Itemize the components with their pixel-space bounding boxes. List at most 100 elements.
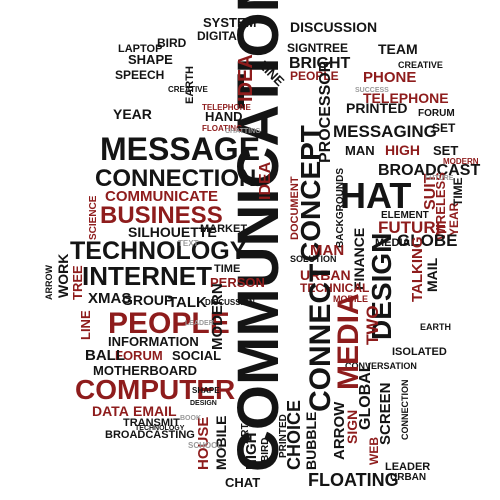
word-set: SET	[432, 121, 456, 135]
word-discussion: DISCUSSION	[290, 19, 377, 35]
word-bubble: BUBBLE	[303, 412, 319, 470]
word-connection-small: CONNECTION	[400, 380, 410, 441]
word-design-small: DESIGN	[190, 400, 217, 407]
word-line-red: LINE	[78, 310, 93, 340]
word-tree-red: TREE	[70, 265, 85, 300]
word-finance: FINANCE	[351, 228, 367, 290]
word-person: PERSON	[210, 275, 265, 290]
word-digital: DIGITAL	[197, 29, 244, 43]
word-hand: HAND	[205, 109, 243, 124]
word-bright: BRIGHT	[289, 55, 351, 72]
word-forum: FORUM	[115, 348, 163, 363]
word-connection: CONNECTION	[95, 165, 256, 192]
word-group: GROUP	[122, 292, 173, 308]
word-information: INFORMATION	[108, 334, 199, 349]
word-future: FUTURE	[378, 218, 447, 237]
word-global: GLOBAL	[357, 362, 374, 430]
word-people-small: PEOPLE	[290, 69, 339, 83]
word-telephone: TELEPHONE	[363, 90, 449, 106]
word-wireless: WIRELESS	[433, 172, 448, 240]
word-success: SUCCESS	[355, 87, 389, 94]
word-sign: SIGN	[344, 410, 360, 444]
word-chat: CHAT	[225, 475, 260, 490]
word-element: ELEMENT	[381, 210, 429, 221]
word-message: MESSAGE	[100, 131, 260, 167]
word-man: MAN	[310, 242, 344, 259]
word-isolated: ISOLATED	[392, 346, 447, 358]
word-media-right: MEDIA	[375, 237, 411, 249]
word-bird-bottom: BIRD	[260, 438, 271, 462]
word-messaging: MESSAGING	[333, 122, 437, 141]
word-mobile: MOBILE	[213, 416, 229, 470]
word-technology: TECHNOLOGY	[70, 237, 247, 265]
word-two: TWO	[363, 305, 382, 345]
word-idea-middle: IDEA	[257, 161, 274, 200]
word-design: DESIGN	[366, 233, 397, 340]
word-high-top: HIGH	[385, 142, 420, 158]
word-chatting: CHATTING	[225, 128, 261, 135]
word-document: DOCUMENT	[289, 176, 301, 240]
word-urban-bottom: URBAN	[390, 472, 426, 483]
word-speech: SPEECH	[115, 68, 164, 82]
word-connect: CONNECT	[304, 264, 337, 412]
word-leader: LEADER	[385, 461, 430, 473]
word-forum-top: FORUM	[418, 108, 455, 119]
word-creative-small: CREATIVE	[168, 85, 209, 94]
word-conversation: CONVERSATION	[345, 361, 417, 371]
word-sign-top: SIGN	[287, 41, 316, 55]
word-modern-right: MODERN	[443, 157, 479, 166]
word-backgrounds: BACKGROUNDS	[335, 168, 346, 248]
word-motherboard: MOTHERBOARD	[93, 363, 197, 378]
word-communicate: COMMUNICATE	[105, 188, 218, 205]
word-people: PEOPLE	[108, 307, 230, 340]
word-suit-right: SUIT	[422, 173, 439, 210]
word-email: EMAIL	[133, 403, 177, 419]
word-text: TEXT	[178, 239, 199, 248]
word-floating-small: FLOATING	[202, 124, 242, 133]
word-mail: MAIL	[424, 257, 440, 292]
word-talking: TALKING	[409, 236, 426, 302]
word-work: WORK	[55, 254, 71, 298]
word-phone: PHONE	[363, 69, 416, 86]
word-internet: INTERNET	[82, 261, 212, 291]
word-globe: GLOBE	[397, 231, 457, 250]
word-silhouette: SILHOUETTE	[128, 224, 217, 240]
word-screen: SCREEN	[377, 382, 394, 445]
word-team: TEAM	[378, 41, 418, 57]
word-year: YEAR	[113, 106, 152, 122]
word-high-bottom: HIGH	[243, 433, 260, 471]
word-printed-small: PRINTED	[278, 414, 289, 458]
word-leader-small: LEADER	[185, 320, 214, 327]
word-idea-top: IDEA	[235, 54, 257, 102]
word-talk: TALK	[168, 294, 207, 311]
word-floating: FLOATING	[308, 470, 399, 490]
word-transmit: TRANSMIT	[123, 417, 180, 429]
word-modern: MODERN	[209, 283, 226, 350]
word-hat: HAT	[340, 175, 411, 216]
word-processor: PROCESSOR	[317, 60, 334, 163]
word-technology-small: TECHNOLOGY	[135, 425, 185, 432]
word-choice: CHOICE	[284, 400, 304, 470]
word-mobile-small: MOBILE	[333, 294, 368, 304]
word-school: SCHOOL	[188, 441, 222, 450]
word-business: BUSINESS	[100, 202, 223, 229]
word-computer: COMPUTER	[75, 374, 235, 405]
word-arrow: ARROW	[331, 401, 348, 460]
word-time: TIME	[214, 263, 240, 275]
word-solution: SOLUTION	[290, 254, 337, 264]
word-time-right: TIME	[451, 177, 465, 206]
word-printed: PRINTED	[346, 100, 407, 116]
word-social: SOCIAL	[172, 348, 221, 363]
word-bird: BIRD	[157, 36, 187, 50]
word-creative: CREATIVE	[398, 60, 443, 70]
word-book: BOOK	[180, 415, 201, 422]
word-art: ART	[240, 423, 251, 444]
word-future-small: FUTURE	[425, 175, 454, 182]
word-shape: SHAPE	[128, 52, 173, 67]
word-technical: TECHNICAL	[300, 281, 369, 295]
word-shape-small: SHAPE	[192, 386, 220, 395]
word-laptop: LAPTOP	[118, 43, 162, 55]
word-set-right: SET	[433, 143, 458, 158]
